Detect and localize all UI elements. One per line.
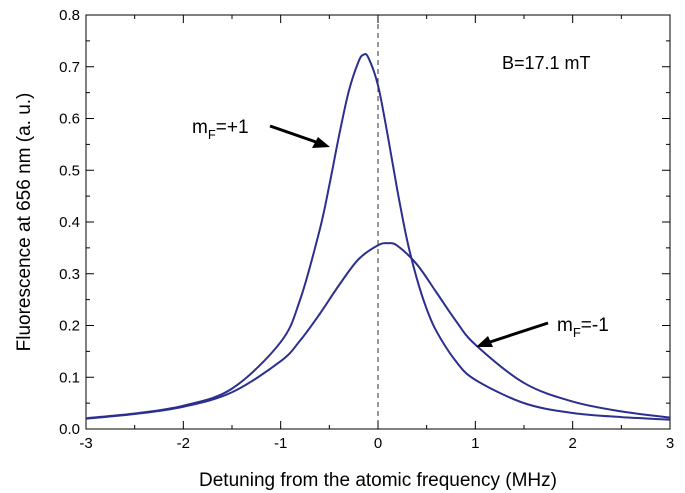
y-axis-ticks: 0.0 0.1 0.2 0.3 0.4 0.5 0.6 0.7 0.8 bbox=[59, 7, 670, 438]
y-tick-label: 0.7 bbox=[59, 59, 80, 76]
y-tick-label: 0.1 bbox=[59, 369, 80, 386]
arrow-mf-minus1 bbox=[476, 321, 549, 347]
x-axis-label: Detuning from the atomic frequency (MHz) bbox=[199, 470, 557, 491]
y-tick-label: 0.6 bbox=[59, 111, 80, 128]
field-annotation: B=17.1 mT bbox=[502, 53, 591, 73]
x-axis-ticks: -3 -2 -1 0 1 2 3 bbox=[79, 15, 674, 452]
x-tick-label: -3 bbox=[79, 435, 92, 452]
series-label-mf-plus1: mF=+1 bbox=[192, 117, 249, 142]
x-tick-label: 0 bbox=[374, 435, 382, 452]
x-tick-label: 3 bbox=[666, 435, 674, 452]
series-line-mf-plus1 bbox=[85, 52, 671, 421]
y-tick-label: 0.8 bbox=[59, 7, 80, 24]
x-tick-label: -1 bbox=[274, 435, 287, 452]
y-tick-label: 0.5 bbox=[59, 162, 80, 179]
y-axis-label: Fluorescence at 656 nm (a. u.) bbox=[14, 93, 35, 352]
arrow-mf-plus1 bbox=[269, 124, 330, 148]
y-tick-label: 0.4 bbox=[59, 214, 80, 231]
y-tick-label: 0.2 bbox=[59, 318, 80, 335]
y-tick-label: 0.3 bbox=[59, 266, 80, 283]
series-layer bbox=[85, 52, 671, 421]
series-line-mf-minus1 bbox=[85, 242, 671, 420]
x-tick-label: 1 bbox=[471, 435, 479, 452]
x-tick-label: 2 bbox=[568, 435, 576, 452]
y-tick-label: 0.0 bbox=[59, 421, 80, 438]
x-tick-label: -2 bbox=[177, 435, 190, 452]
series-label-mf-minus1: mF=-1 bbox=[557, 315, 609, 340]
